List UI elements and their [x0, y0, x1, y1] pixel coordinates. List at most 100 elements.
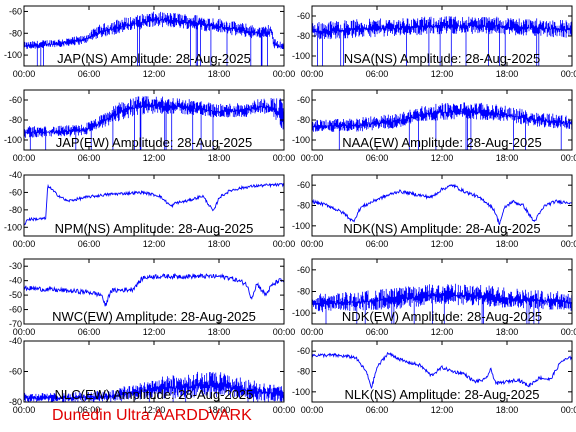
- x-tick-label: 18:00: [208, 327, 231, 337]
- plot-area: [24, 96, 284, 150]
- x-tick-label: 06:00: [366, 153, 389, 163]
- y-tick-label: -80: [9, 115, 22, 125]
- chart-panel: 00:00 06:00 12:00 18:00 00:00 -100 -80 -60 NDK(N…: [292, 174, 576, 249]
- y-tick-label: -100: [292, 135, 310, 145]
- x-tick-label: 12:00: [143, 327, 166, 337]
- x-tick-label: 00:00: [13, 405, 36, 415]
- x-tick-label: 00:00: [561, 69, 576, 79]
- chart-panel: 00:00 06:00 12:00 18:00 00:00 -100 -80 -60 -40 NP…: [4, 170, 295, 249]
- series-band: [24, 371, 284, 402]
- x-tick-label: 00:00: [13, 69, 36, 79]
- x-tick-label: 12:00: [143, 153, 166, 163]
- x-tick-label: 00:00: [273, 239, 296, 249]
- x-tick-label: 12:00: [431, 405, 454, 415]
- series-band: [312, 283, 572, 324]
- chart-panel: 00:00 06:00 12:00 18:00 00:00 -100 -80 -60 NLK(N…: [292, 340, 576, 415]
- chart-title: NDK(EW) Amplitude: 28-Aug-2025: [342, 309, 542, 324]
- series-band: [312, 102, 572, 150]
- x-tick-label: 12:00: [143, 405, 166, 415]
- series-line: [24, 272, 284, 307]
- y-tick-label: -80: [297, 31, 310, 41]
- x-tick-label: 18:00: [496, 69, 519, 79]
- x-tick-label: 18:00: [208, 239, 231, 249]
- series-line: [312, 351, 572, 390]
- chart-title: NWC(EW) Amplitude: 28-Aug-2025: [52, 309, 256, 324]
- x-tick-label: 12:00: [431, 69, 454, 79]
- series-band: [24, 96, 284, 150]
- x-tick-label: 12:00: [143, 69, 166, 79]
- x-tick-label: 06:00: [366, 239, 389, 249]
- x-tick-label: 00:00: [273, 69, 296, 79]
- series-line: [312, 183, 572, 226]
- y-tick-label: -60: [9, 187, 22, 197]
- x-tick-label: 06:00: [366, 69, 389, 79]
- x-tick-label: 06:00: [78, 153, 101, 163]
- y-tick-label: -100: [292, 221, 310, 231]
- plot-area: [24, 371, 284, 402]
- x-tick-label: 00:00: [561, 405, 576, 415]
- y-tick-label: -100: [292, 51, 310, 61]
- chart-panel: 00:00 06:00 12:00 18:00 00:00 -100 -80 -60 JAP(N…: [4, 5, 296, 79]
- x-tick-label: 00:00: [13, 239, 36, 249]
- y-tick-label: -60: [9, 6, 22, 16]
- x-tick-label: 18:00: [496, 327, 519, 337]
- plot-area: [24, 182, 284, 226]
- y-tick-label: -60: [297, 11, 310, 21]
- y-tick-label: -60: [297, 265, 310, 275]
- x-tick-label: 00:00: [13, 153, 36, 163]
- x-tick-label: 00:00: [301, 239, 324, 249]
- chart-panel: 00:00 06:00 12:00 18:00 00:00-70-60-50-40-30…: [9, 258, 296, 337]
- y-tick-label: -40: [9, 336, 22, 346]
- x-tick-label: 06:00: [366, 327, 389, 337]
- y-tick-label: -100: [292, 308, 310, 318]
- y-tick-label: -80: [9, 28, 22, 38]
- x-tick-label: 06:00: [78, 69, 101, 79]
- y-tick-label: -60: [9, 95, 22, 105]
- chart-title: NPM(NS) Amplitude: 28-Aug-2025: [55, 221, 254, 236]
- x-tick-label: 00:00: [301, 69, 324, 79]
- chart-title: NDK(NS) Amplitude: 28-Aug-2025: [343, 221, 540, 236]
- chart-panel: 00:00 06:00 12:00 18:00 00:00-80-60-40NLC(EW…: [9, 336, 295, 415]
- x-tick-label: 06:00: [78, 239, 101, 249]
- x-tick-label: 18:00: [496, 405, 519, 415]
- plot-area: [312, 16, 572, 66]
- y-tick-label: -80: [297, 287, 310, 297]
- x-tick-label: 00:00: [273, 405, 296, 415]
- x-tick-label: 18:00: [208, 69, 231, 79]
- y-tick-label: -100: [4, 222, 22, 232]
- x-tick-label: 18:00: [496, 153, 519, 163]
- y-tick-label: -80: [297, 115, 310, 125]
- y-tick-label: -80: [9, 397, 22, 407]
- y-tick-label: -30: [9, 261, 22, 271]
- chart-panel: 00:00 06:00 12:00 18:00 00:00 -100 -80 -60 NAA(E…: [292, 89, 576, 163]
- series-line: [24, 182, 284, 226]
- credit-label: Dunedin Ultra AARDDVARK: [52, 407, 252, 424]
- plot-area: [312, 102, 572, 150]
- x-tick-label: 00:00: [13, 327, 36, 337]
- chart-panel: 00:00 06:00 12:00 18:00 00:00 -100 -80 -60 NDK(E…: [292, 258, 576, 337]
- series-band: [24, 11, 284, 66]
- chart-title: JAP(EW) Amplitude: 28-Aug-2025: [56, 135, 253, 150]
- x-tick-label: 00:00: [301, 153, 324, 163]
- chart-panel: 00:00 06:00 12:00 18:00 00:00 -100 -80 -60 JAP(E…: [4, 89, 295, 163]
- x-tick-label: 00:00: [301, 405, 324, 415]
- x-tick-label: 06:00: [366, 405, 389, 415]
- chart-title: NLC(EW) Amplitude: 28-Aug-2025: [55, 387, 254, 402]
- chart-title: NLK(NS) Amplitude: 28-Aug-2025: [344, 387, 539, 402]
- x-tick-label: 00:00: [561, 239, 576, 249]
- y-tick-label: -100: [4, 50, 22, 60]
- y-tick-label: -60: [297, 346, 310, 356]
- y-tick-label: -60: [9, 367, 22, 377]
- x-tick-label: 00:00: [273, 327, 296, 337]
- y-tick-label: -80: [297, 201, 310, 211]
- y-tick-label: -80: [9, 205, 22, 215]
- y-tick-label: -60: [297, 95, 310, 105]
- plot-area: [24, 11, 284, 66]
- y-tick-label: -60: [297, 180, 310, 190]
- y-tick-label: -100: [292, 387, 310, 397]
- chart-title: NSA(NS) Amplitude: 28-Aug-2025: [344, 51, 541, 66]
- plot-area: [312, 351, 572, 390]
- plot-area: [24, 272, 284, 307]
- x-tick-label: 06:00: [78, 405, 101, 415]
